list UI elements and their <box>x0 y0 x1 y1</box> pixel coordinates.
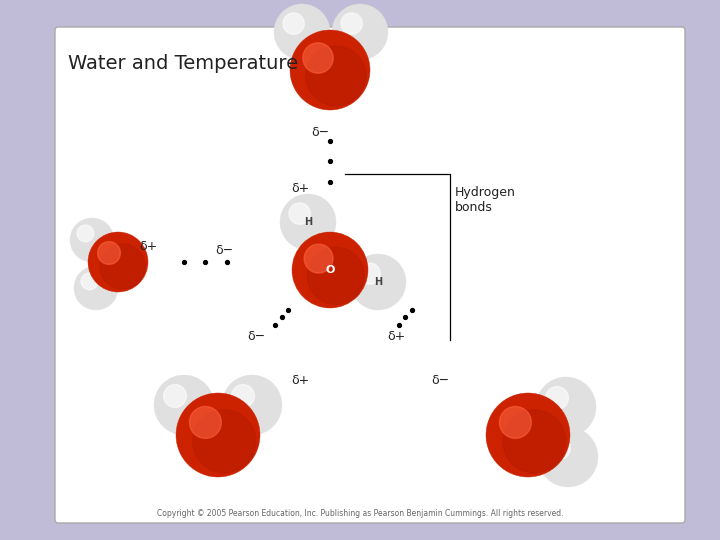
Circle shape <box>189 407 221 438</box>
Text: δ−: δ− <box>311 125 329 138</box>
Circle shape <box>98 241 120 265</box>
Circle shape <box>70 218 114 262</box>
Text: Water and Temperature: Water and Temperature <box>68 54 299 73</box>
Circle shape <box>232 384 254 407</box>
Circle shape <box>176 393 260 477</box>
Circle shape <box>303 43 333 73</box>
Text: O: O <box>325 265 335 275</box>
Circle shape <box>283 13 305 34</box>
Text: δ+: δ+ <box>139 240 157 253</box>
Text: H: H <box>304 217 312 227</box>
Circle shape <box>307 247 364 304</box>
Text: δ−: δ− <box>431 374 449 387</box>
Circle shape <box>280 194 336 250</box>
Circle shape <box>538 427 598 487</box>
Circle shape <box>274 4 330 60</box>
Text: δ−: δ− <box>215 244 233 256</box>
Circle shape <box>546 387 568 409</box>
Text: H: H <box>374 277 382 287</box>
Text: δ+: δ+ <box>291 181 309 194</box>
Circle shape <box>100 244 145 289</box>
FancyBboxPatch shape <box>55 27 685 523</box>
Circle shape <box>88 232 148 292</box>
Circle shape <box>548 437 570 460</box>
Circle shape <box>163 384 186 407</box>
Circle shape <box>306 46 366 106</box>
Circle shape <box>503 410 566 473</box>
Circle shape <box>290 30 370 110</box>
Circle shape <box>536 377 596 437</box>
Circle shape <box>500 407 531 438</box>
Circle shape <box>81 273 98 290</box>
Circle shape <box>74 266 118 310</box>
Circle shape <box>486 393 570 477</box>
Circle shape <box>359 263 380 284</box>
Circle shape <box>222 375 282 435</box>
Circle shape <box>332 4 388 60</box>
Text: Copyright © 2005 Pearson Education, Inc. Publishing as Pearson Benjamin Cummings: Copyright © 2005 Pearson Education, Inc.… <box>157 509 563 518</box>
Text: δ−: δ− <box>247 329 265 342</box>
Text: δ+: δ+ <box>387 329 405 342</box>
Circle shape <box>289 203 310 224</box>
Circle shape <box>304 244 333 273</box>
Circle shape <box>341 13 362 34</box>
Circle shape <box>154 375 214 435</box>
Circle shape <box>77 225 94 242</box>
Circle shape <box>292 232 368 308</box>
Text: δ+: δ+ <box>291 374 309 387</box>
Text: Hydrogen
bonds: Hydrogen bonds <box>455 186 516 214</box>
Circle shape <box>350 254 406 310</box>
Circle shape <box>193 410 256 473</box>
